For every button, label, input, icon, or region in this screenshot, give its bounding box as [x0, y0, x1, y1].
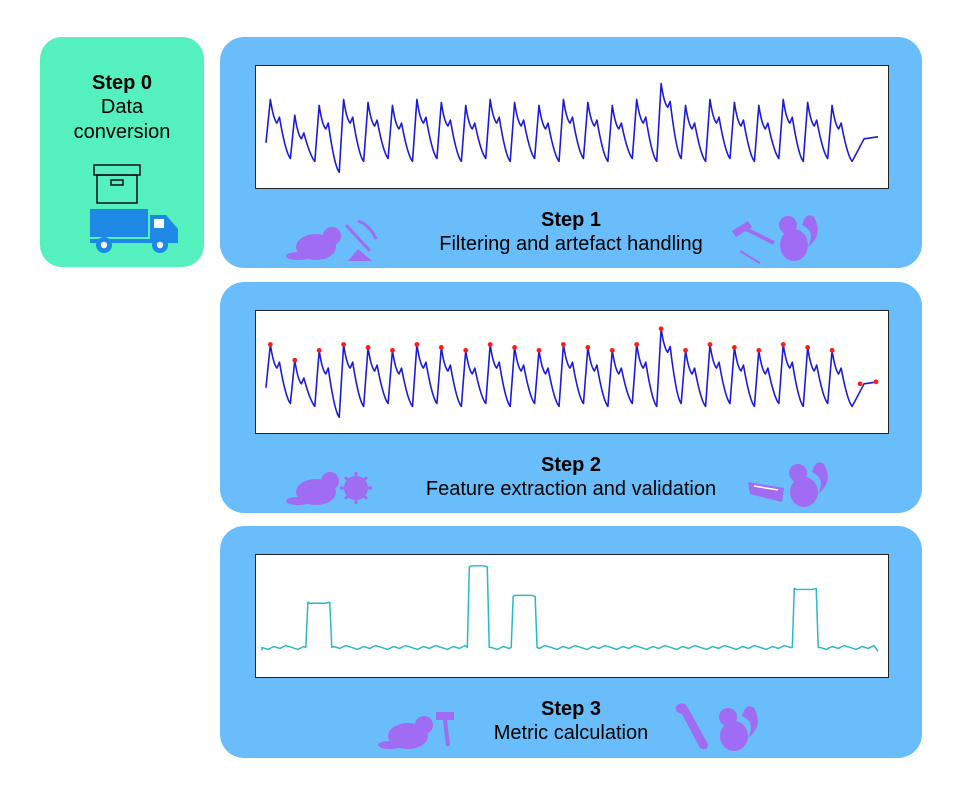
detected-peak-marker: [365, 345, 371, 350]
step2-signal-svg: [265, 326, 879, 419]
detected-peak-marker: [390, 347, 395, 353]
step3-panel: Step 3 Metric calculation: [220, 526, 922, 758]
detected-peak-marker: [341, 342, 347, 347]
detected-peak-marker: [487, 342, 493, 347]
detected-peak-marker: [780, 342, 786, 347]
beaver-pickaxe-icon: [286, 219, 378, 261]
detected-peak-marker: [316, 347, 322, 353]
detected-peak-marker: [634, 342, 640, 347]
detected-peak-marker: [731, 345, 737, 350]
signal-with-peaks-line: [265, 327, 879, 419]
beaver-gear-icon: [286, 472, 372, 505]
step1-filtered-signal-plot: [255, 65, 889, 189]
squirrel-hammer-icon: [732, 215, 818, 264]
step3-metric-plot: [255, 554, 889, 678]
step2-peak-detection-plot: [255, 310, 889, 434]
detected-peak-marker: [536, 347, 542, 353]
detected-peak-marker: [873, 379, 879, 385]
truck-with-box-icon: [90, 164, 178, 253]
detected-peak-marker: [463, 347, 469, 353]
detected-peak-marker: [683, 347, 688, 353]
step0-subtitle-line1: Data: [100, 96, 144, 118]
detected-peak-marker: [658, 326, 664, 332]
filtered-signal-line: [265, 82, 879, 174]
detected-peak-marker: [707, 342, 713, 347]
step0-subtitle-line2: conversion: [73, 121, 171, 143]
detected-peak-marker: [609, 347, 615, 353]
squirrel-saw-icon: [748, 462, 828, 507]
step3-metric-svg: [261, 565, 879, 652]
step1-panel: Step 1 Filtering and artefact handling: [220, 37, 922, 268]
step3-title: Step 3: [540, 698, 602, 720]
step0-box: Step 0 Data conversion: [40, 37, 204, 267]
detected-peak-marker: [857, 381, 863, 387]
detected-peak-marker: [292, 357, 298, 363]
step2-panel: Step 2 Feature extraction and validation: [220, 282, 922, 513]
detected-peak-marker: [805, 345, 811, 350]
step1-caption: Step 1 Filtering and artefact handling: [220, 209, 922, 256]
detected-peak-marker: [829, 347, 835, 353]
detected-peak-marker: [267, 342, 273, 347]
step3-subtitle: Metric calculation: [493, 722, 649, 744]
detected-peak-marker: [561, 342, 566, 347]
step2-caption: Step 2 Feature extraction and validation: [220, 454, 922, 501]
beaver-hammer-icon: [378, 712, 454, 749]
detected-peak-marker: [512, 345, 517, 350]
squirrel-wrench-icon: [675, 703, 758, 751]
step1-signal-svg: [265, 82, 879, 174]
detected-peak-marker: [756, 347, 762, 353]
detected-peak-marker: [414, 342, 420, 347]
step2-title: Step 2: [540, 454, 602, 476]
metric-trace-line: [261, 565, 879, 652]
detected-peak-marker: [438, 345, 444, 350]
detected-peak-marker: [585, 345, 591, 350]
step2-subtitle: Feature extraction and validation: [425, 478, 717, 500]
step1-title: Step 1: [540, 209, 602, 231]
step0-title: Step 0: [91, 72, 153, 94]
step1-subtitle: Filtering and artefact handling: [439, 233, 703, 255]
step3-caption: Step 3 Metric calculation: [220, 698, 922, 745]
